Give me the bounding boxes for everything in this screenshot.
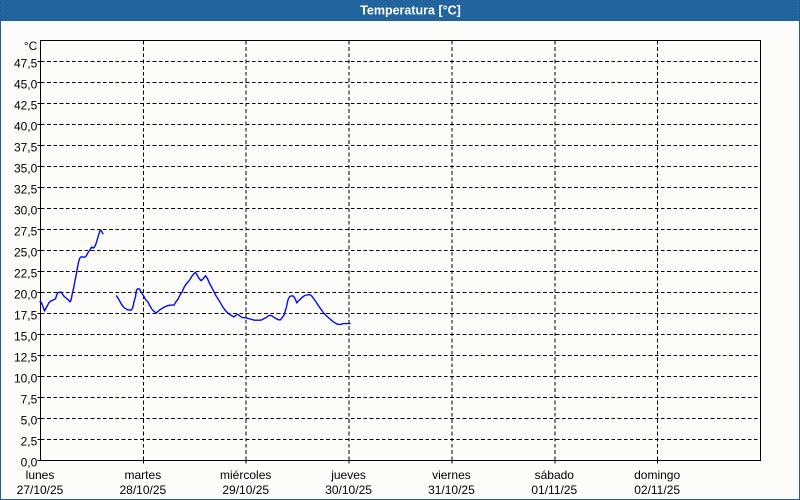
svg-text:Temperatura [°C]: Temperatura [°C] bbox=[360, 4, 461, 18]
svg-text:20,0: 20,0 bbox=[14, 288, 38, 302]
svg-text:27,5: 27,5 bbox=[14, 225, 38, 239]
svg-text:jueves: jueves bbox=[330, 468, 366, 482]
svg-text:domingo: domingo bbox=[634, 468, 680, 482]
svg-text:22,5: 22,5 bbox=[14, 267, 38, 281]
svg-text:2,5: 2,5 bbox=[21, 435, 38, 449]
svg-text:02/11/25: 02/11/25 bbox=[634, 483, 680, 497]
svg-text:miércoles: miércoles bbox=[220, 468, 271, 482]
svg-text:37,5: 37,5 bbox=[14, 141, 38, 155]
svg-text:25,0: 25,0 bbox=[14, 246, 38, 260]
svg-text:40,0: 40,0 bbox=[14, 120, 38, 134]
svg-text:30/10/25: 30/10/25 bbox=[325, 483, 372, 497]
svg-text:29/10/25: 29/10/25 bbox=[222, 483, 269, 497]
svg-text:15,0: 15,0 bbox=[14, 330, 38, 344]
svg-text:sábado: sábado bbox=[535, 468, 575, 482]
svg-text:17,5: 17,5 bbox=[14, 309, 38, 323]
svg-text:01/11/25: 01/11/25 bbox=[531, 483, 577, 497]
svg-text:°C: °C bbox=[24, 39, 38, 53]
svg-text:35,0: 35,0 bbox=[14, 162, 38, 176]
svg-text:32,5: 32,5 bbox=[14, 183, 38, 197]
svg-text:27/10/25: 27/10/25 bbox=[17, 483, 64, 497]
svg-text:martes: martes bbox=[125, 468, 162, 482]
svg-text:7,5: 7,5 bbox=[21, 393, 38, 407]
svg-text:lunes: lunes bbox=[26, 468, 55, 482]
svg-text:12,5: 12,5 bbox=[14, 351, 38, 365]
svg-text:30,0: 30,0 bbox=[14, 204, 38, 218]
svg-text:10,0: 10,0 bbox=[14, 372, 38, 386]
svg-text:5,0: 5,0 bbox=[21, 414, 38, 428]
svg-text:viernes: viernes bbox=[432, 468, 471, 482]
svg-text:47,5: 47,5 bbox=[14, 57, 38, 71]
svg-text:42,5: 42,5 bbox=[14, 99, 38, 113]
svg-text:45,0: 45,0 bbox=[14, 78, 38, 92]
svg-text:0,0: 0,0 bbox=[21, 456, 38, 470]
svg-text:31/10/25: 31/10/25 bbox=[428, 483, 475, 497]
svg-text:28/10/25: 28/10/25 bbox=[120, 483, 167, 497]
